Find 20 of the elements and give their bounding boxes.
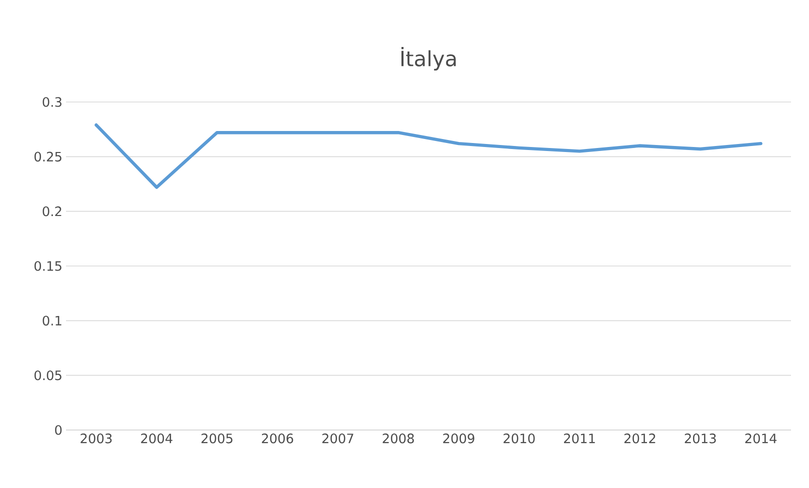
- x-tick-label: 2005: [202, 434, 232, 444]
- y-tick-label: 0: [55, 425, 62, 435]
- y-tick-label: 0.1: [42, 316, 62, 326]
- y-tick-label: 0.25: [34, 152, 62, 162]
- x-tick-label: 2013: [684, 434, 716, 444]
- y-tick-label: 0.15: [34, 261, 62, 271]
- x-tick-label: 2008: [382, 434, 414, 444]
- y-tick-label: 0.2: [42, 206, 62, 216]
- y-tick-label: 0.05: [34, 370, 62, 380]
- x-tick-label: 2014: [745, 434, 777, 444]
- x-tick-label: 2007: [322, 434, 354, 444]
- x-tick-label: 2004: [141, 434, 172, 444]
- x-tick-label: 2003: [80, 434, 112, 444]
- x-tick-label: 2012: [624, 434, 656, 444]
- y-tick-label: 0.3: [42, 97, 62, 107]
- chart-title: İtalya: [401, 47, 456, 71]
- x-tick-label: 2010: [504, 434, 535, 444]
- x-tick-label: 2006: [262, 434, 294, 444]
- x-tick-label: 2009: [443, 434, 474, 444]
- x-tick-label: 2011: [564, 434, 595, 444]
